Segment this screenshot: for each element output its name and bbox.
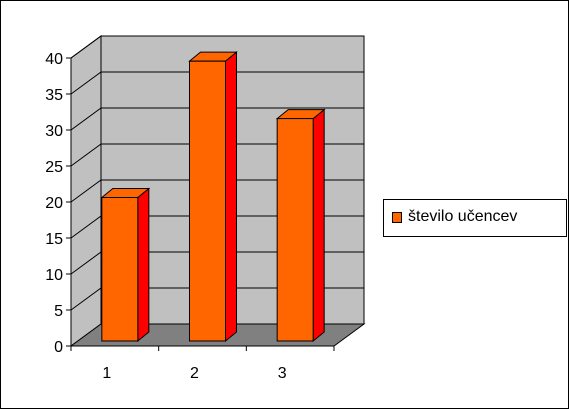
legend: število učencev [383,199,567,237]
y-tick-label: 35 [45,87,63,104]
y-tick-label: 30 [45,123,63,140]
bar-side [137,187,150,343]
gridline [70,287,364,311]
legend-swatch [392,212,402,223]
gridline [70,179,364,203]
y-tick-label: 40 [45,51,63,68]
y-tick-label: 0 [54,339,63,356]
gridline [70,35,364,59]
x-tick-label: 3 [278,365,287,382]
bar-side [312,108,325,343]
y-tick-label: 10 [45,267,63,284]
bar [276,118,314,342]
gridline [70,71,364,95]
legend-label: število učencev [408,208,518,225]
bar [101,197,139,342]
y-tick-label: 20 [45,195,63,212]
bar [189,60,226,342]
y-tick-label: 15 [45,231,63,248]
gridline [70,107,364,131]
gridline [70,251,364,275]
bar-side [225,51,237,343]
x-tick-label: 2 [190,365,199,382]
y-tick-label: 5 [54,303,63,320]
x-tick-label: 1 [102,365,111,382]
gridline [70,215,364,239]
gridline [70,143,364,167]
y-tick-label: 25 [45,159,63,176]
